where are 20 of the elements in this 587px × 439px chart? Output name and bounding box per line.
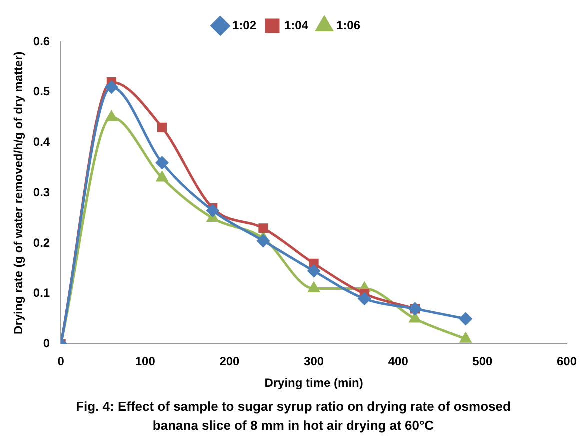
x-tick-label: 200 (220, 354, 240, 369)
x-axis-title: Drying time (min) (264, 376, 364, 390)
x-tick-label: 400 (388, 354, 409, 369)
x-tick-label: 600 (556, 354, 578, 369)
y-axis-title: Drying rate (g of water removed/h/g of dry matter) (12, 52, 26, 334)
y-tick-label: 0.4 (33, 135, 50, 150)
y-tick-label: 0.2 (33, 236, 50, 250)
y-tick-label: 0.1 (33, 286, 50, 300)
y-tick-label: 0 (43, 336, 50, 351)
x-tick-label: 300 (304, 354, 324, 369)
legend-label: 1:06 (336, 18, 361, 32)
legend-label: 1:04 (284, 18, 309, 32)
x-tick-label: 0 (58, 354, 65, 369)
y-tick-label: 0.3 (33, 185, 50, 200)
caption: Fig. 4: Effect of sample to sugar syrup ratio on drying rate of osmosed banana slice of 8 mm in hot air drying at 60°C (75, 398, 512, 435)
y-tick-label: 0.5 (33, 84, 50, 99)
y-tick-label: 0.6 (33, 34, 50, 48)
x-tick-label: 100 (135, 354, 156, 369)
x-tick-label: 500 (472, 354, 494, 369)
legend-label: 1:02 (232, 18, 257, 32)
